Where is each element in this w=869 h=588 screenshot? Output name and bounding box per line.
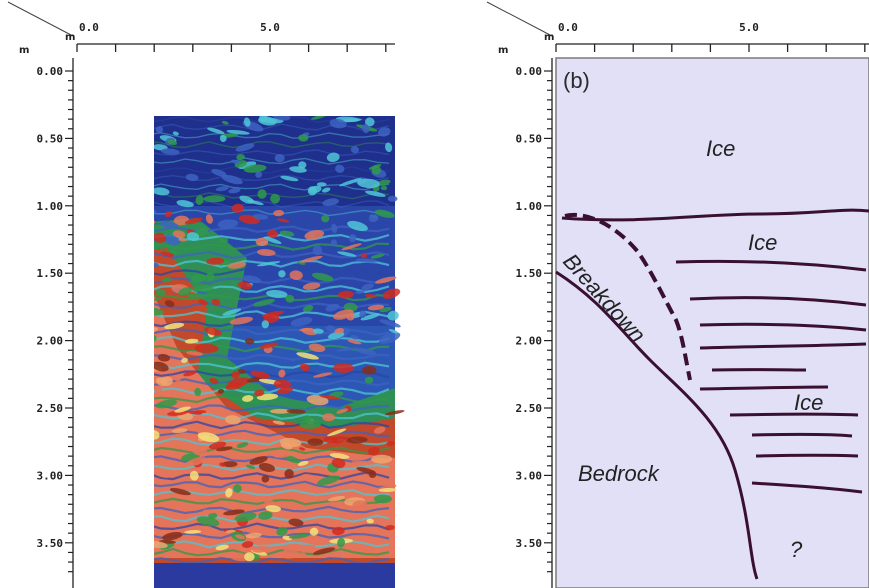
y-tick-label: 1.50: [37, 267, 64, 280]
ice-reflector-10: [751, 481, 863, 494]
y-tick-label: 2.00: [516, 335, 543, 348]
y-tick-label: 0.00: [516, 65, 543, 78]
x-tick-label: 5.0: [260, 21, 280, 34]
x-tick-label: 0.0: [558, 21, 578, 34]
label-bedrock: Bedrock: [578, 461, 660, 486]
y-unit-label: m: [19, 45, 29, 56]
ice-reflector-7: [729, 412, 859, 417]
y-tick-label: 0.50: [37, 132, 64, 145]
interpretation-overlay: [556, 58, 869, 588]
y-tick-label: 3.50: [37, 537, 64, 550]
label-ice-top: Ice: [706, 136, 735, 161]
panel-b: (b) Ice Ice Ice Breakdown Bedrock ?: [555, 57, 869, 588]
ice-reflector-6: [699, 385, 829, 391]
ice-base-reflector: [561, 208, 869, 222]
y-tick-label: 2.50: [37, 402, 64, 415]
axis-panel-a: m m 0.0 5.0 0.00 0.50 1.00 1.50 2.00 2.50 3.00 3.50: [7, 1, 395, 588]
panel-b-label: (b): [563, 68, 590, 93]
bedrock-boundary: [555, 270, 759, 580]
axis-panel-b: m m 0.0 5.0 0.00 0.50 1.00 1.50 2.00 2.50 3.00 3.50: [486, 1, 869, 588]
ice-reflector-2: [689, 296, 867, 307]
y-tick-label: 2.00: [37, 335, 64, 348]
breakdown-boundary: [564, 212, 692, 381]
y-tick-label: 1.00: [37, 200, 64, 213]
y-tick-label: 3.00: [37, 469, 64, 482]
y-unit-label: m: [498, 45, 508, 56]
x-tick-label: 5.0: [739, 21, 759, 34]
x-unit-label: m: [544, 32, 554, 43]
ice-reflector-8: [751, 432, 853, 438]
ice-reflector-4: [699, 342, 867, 350]
y-tick-label: 3.50: [516, 537, 543, 550]
label-ice-low: Ice: [794, 390, 823, 415]
x-tick-label: 0.0: [79, 21, 99, 34]
y-tick-label: 3.00: [516, 469, 543, 482]
panel-a: (a): [77, 58, 395, 588]
interpretation-lines: [555, 208, 869, 580]
ice-reflector-3: [699, 322, 867, 332]
ice-reflector-1: [675, 259, 867, 272]
panel-a-label: (a): [84, 68, 111, 93]
axes: m m 0.0 5.0 0.00 0.50 1.00 1.50 2.00 2.50 3.00 3.50…: [7, 1, 869, 588]
ice-reflector-9: [755, 453, 859, 458]
label-unknown: ?: [790, 537, 803, 562]
y-tick-label: 1.50: [516, 267, 543, 280]
y-tick-label: 0.50: [516, 132, 543, 145]
label-ice-mid: Ice: [748, 230, 777, 255]
panel-b-frame: [555, 57, 869, 588]
x-unit-label: m: [65, 32, 75, 43]
radargram-a: [77, 58, 395, 588]
y-tick-label: 0.00: [37, 65, 64, 78]
y-tick-label: 2.50: [516, 402, 543, 415]
y-tick-label: 1.00: [516, 200, 543, 213]
